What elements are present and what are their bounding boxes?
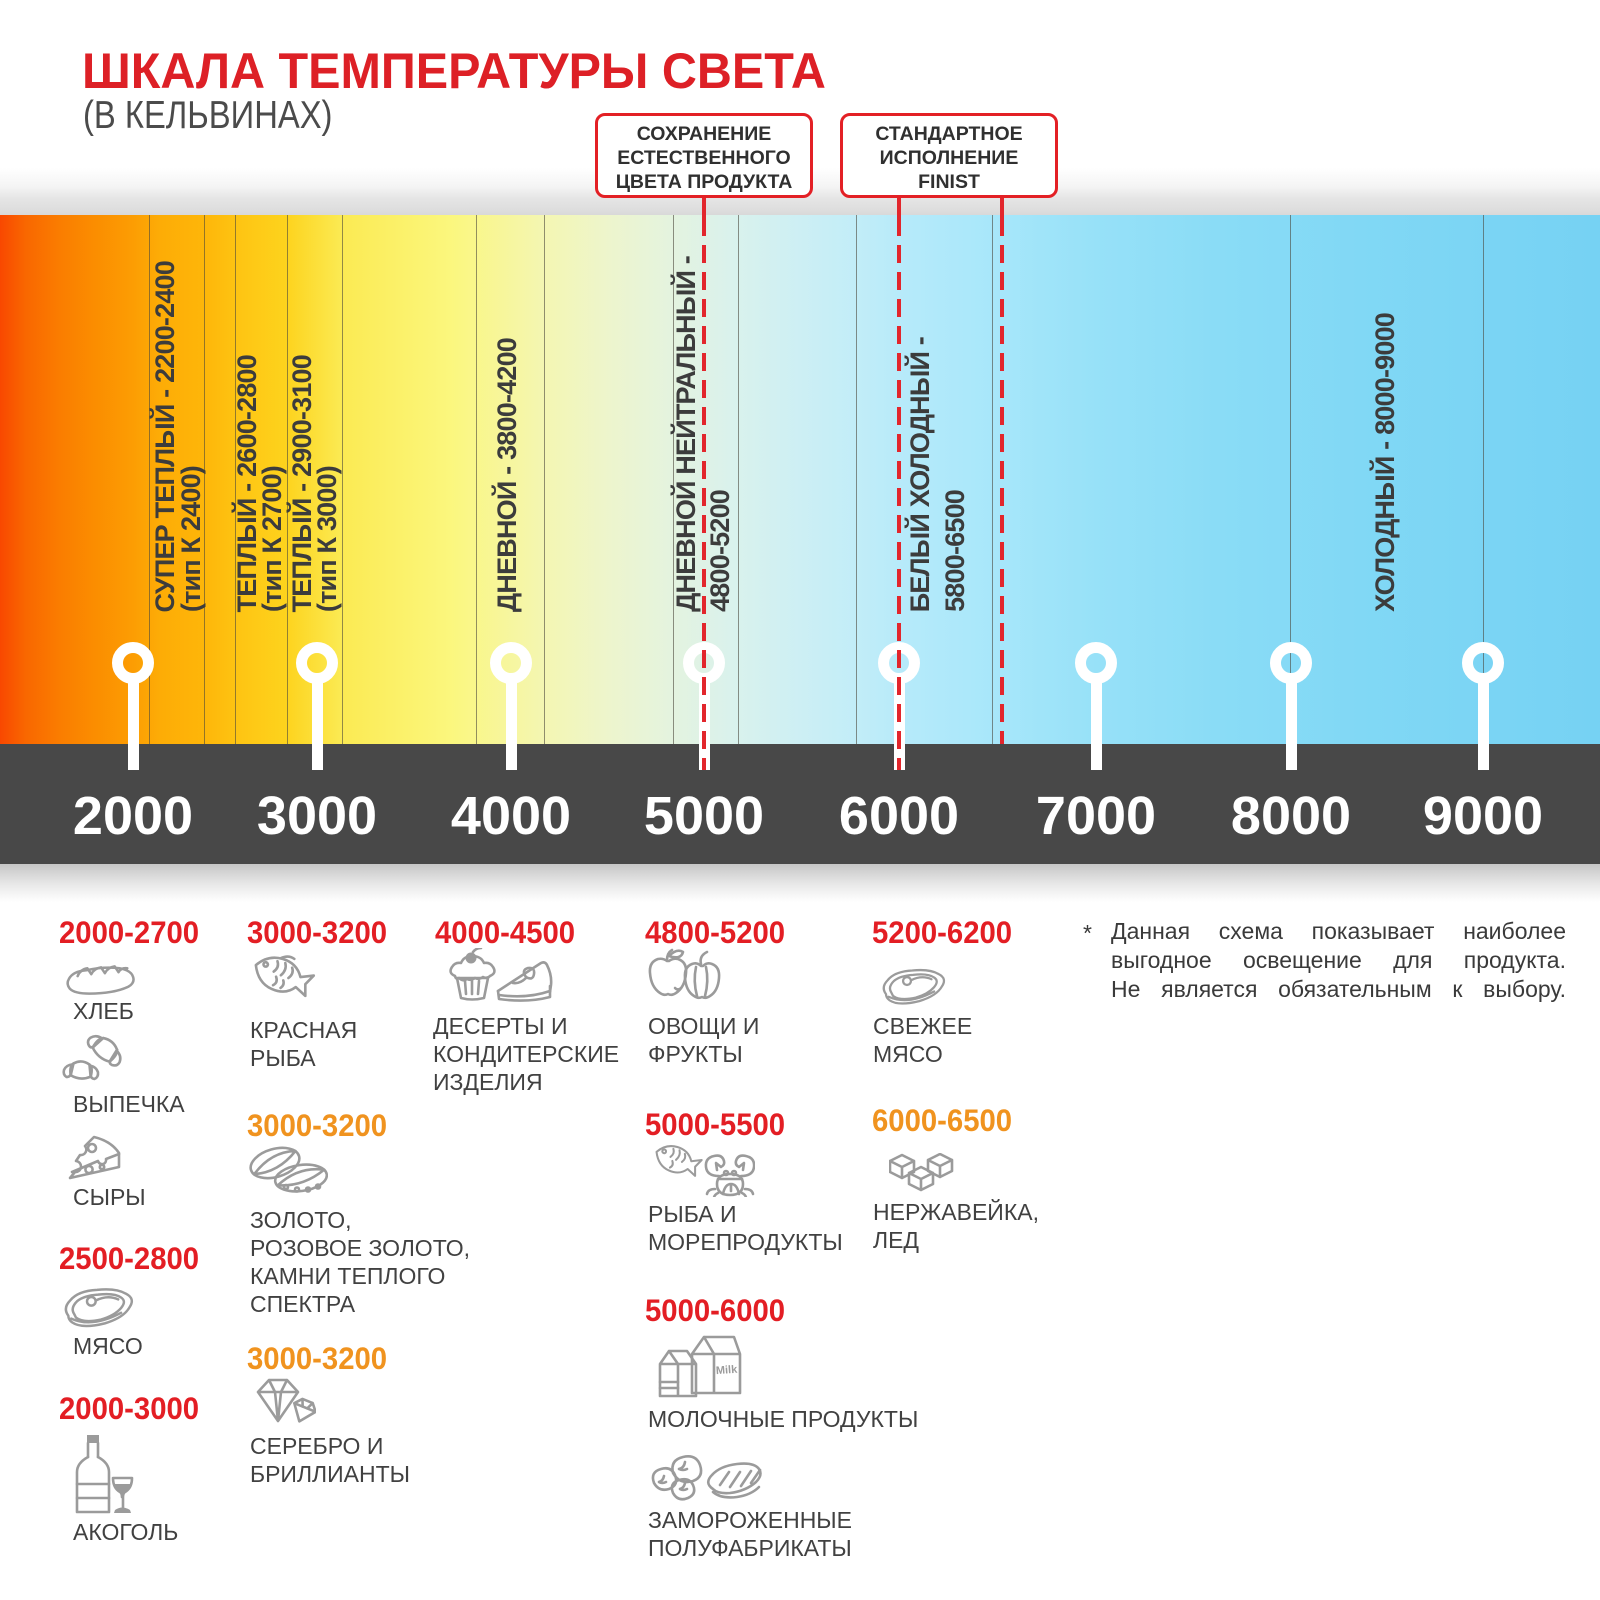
svg-text:Milk: Milk: [715, 1364, 738, 1378]
